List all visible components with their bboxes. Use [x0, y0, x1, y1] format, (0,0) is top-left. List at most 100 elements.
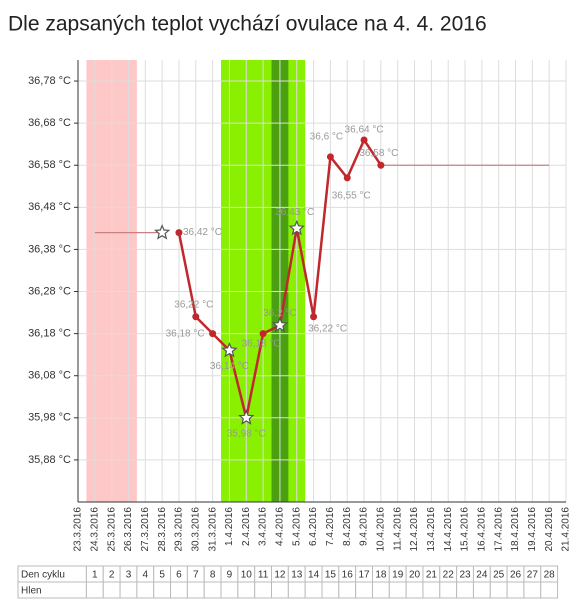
table-cell [388, 581, 407, 599]
table-cell-text: 8 [210, 570, 216, 581]
value-label: 36,22 °C [308, 323, 347, 334]
value-label: 36,22 °C [174, 299, 213, 310]
x-tick-label: 23.3.2016 [73, 507, 84, 552]
table-cell-text: 2 [109, 570, 115, 581]
table-cell [136, 581, 155, 599]
y-tick-label: 36,28 °C [28, 285, 71, 297]
table-cell-text: 15 [325, 570, 337, 581]
table-cell-text: 10 [241, 570, 253, 581]
temperature-point [310, 313, 318, 321]
x-tick-label: 21.4.2016 [561, 507, 572, 552]
x-tick-label: 1.4.2016 [224, 507, 235, 546]
table-cell-text: 19 [392, 570, 404, 581]
table-cell-text: 11 [258, 570, 269, 581]
table-cell-text: 25 [493, 570, 505, 581]
table-cell-text: 17 [359, 570, 371, 581]
value-label: 36,18 °C [166, 328, 205, 339]
table-cell [271, 581, 289, 599]
x-tick-label: 29.3.2016 [174, 507, 185, 552]
table-cell-text: 18 [375, 570, 387, 581]
y-tick-label: 36,78 °C [28, 75, 71, 87]
x-tick-label: 8.4.2016 [342, 507, 353, 546]
x-tick-label: 15.4.2016 [460, 507, 471, 552]
star-marker [221, 341, 238, 358]
x-tick-label: 19.4.2016 [527, 507, 538, 552]
table-cell-text: 12 [274, 570, 286, 581]
y-tick-label: 36,48 °C [28, 201, 71, 213]
temperature-point [175, 229, 183, 237]
table-cell [254, 581, 273, 599]
table-cell [186, 581, 205, 599]
y-tick-label: 36,38 °C [28, 243, 71, 255]
table-cell [422, 581, 441, 599]
x-tick-label: 28.3.2016 [157, 507, 168, 552]
table-cell-text: 1 [92, 570, 98, 581]
table-cell [405, 581, 424, 599]
x-tick-label: 16.4.2016 [477, 507, 488, 552]
star-marker [271, 316, 289, 333]
table-cell-text: 4 [143, 570, 149, 581]
x-tick-label: 2.4.2016 [241, 507, 252, 546]
star-marker [238, 409, 255, 425]
value-label: 36,42 °C [183, 227, 222, 238]
temperature-point [259, 330, 267, 338]
table-cell [540, 581, 559, 599]
star-marker [288, 219, 305, 236]
table-cell [523, 581, 542, 599]
x-tick-label: 27.3.2016 [140, 507, 151, 552]
table-cell [472, 581, 491, 599]
x-tick-label: 13.4.2016 [426, 507, 437, 552]
table-cell-text: 20 [409, 570, 421, 581]
table-cell [338, 581, 357, 599]
table-cell [119, 581, 138, 599]
value-label: 36,2 °C [263, 308, 296, 319]
table-cell [456, 581, 474, 599]
table-cell [220, 581, 239, 599]
x-tick-label: 3.4.2016 [258, 507, 269, 546]
table-cell [321, 581, 340, 599]
x-tick-label: 11.4.2016 [392, 507, 403, 551]
table-cell-text: 24 [476, 570, 488, 581]
table-cell-text: 23 [459, 570, 471, 581]
value-label: 36,58 °C [359, 148, 398, 159]
table-cell-text: 7 [193, 570, 199, 581]
table-cell-text: 9 [227, 570, 233, 581]
x-tick-label: 20.4.2016 [544, 507, 555, 552]
x-tick-label: 17.4.2016 [493, 507, 504, 552]
star-marker [154, 224, 171, 240]
x-tick-label: 6.4.2016 [308, 507, 319, 546]
x-tick-label: 25.3.2016 [106, 507, 117, 552]
x-tick-label: 18.4.2016 [510, 507, 521, 552]
y-tick-label: 36,58 °C [28, 159, 71, 171]
table-cell-text: 16 [342, 570, 354, 581]
temperature-point [343, 174, 351, 182]
table-cell-text: 27 [527, 570, 539, 581]
temperature-point [360, 136, 368, 144]
table-cell-text: 22 [443, 570, 455, 581]
x-tick-label: 30.3.2016 [190, 507, 201, 552]
table-cell [170, 581, 188, 599]
value-label: 35,98 °C [227, 428, 266, 439]
table-cell-text: 5 [159, 570, 165, 581]
table-cell [237, 581, 256, 599]
table-cell-text: 3 [126, 570, 132, 581]
table-cell [85, 581, 104, 599]
table-cell [506, 581, 525, 599]
value-label: 36,64 °C [345, 125, 384, 136]
table-cell-text: 6 [176, 570, 182, 581]
x-tick-label: 31.3.2016 [207, 507, 218, 552]
temperature-point [326, 153, 334, 161]
value-label: 36,55 °C [332, 191, 371, 202]
temperature-point [209, 330, 217, 338]
x-tick-label: 4.4.2016 [275, 507, 286, 546]
value-label: 36,43 °C [275, 207, 314, 218]
temperature-point [192, 313, 200, 321]
x-tick-label: 12.4.2016 [409, 507, 420, 552]
value-label: 36,6 °C [310, 131, 343, 142]
temperature-point [377, 161, 385, 169]
value-label: 36,18 °C [242, 338, 281, 349]
y-tick-label: 36,08 °C [28, 370, 71, 382]
chart-title: Dle zapsaných teplot vychází ovulace na … [8, 13, 487, 36]
